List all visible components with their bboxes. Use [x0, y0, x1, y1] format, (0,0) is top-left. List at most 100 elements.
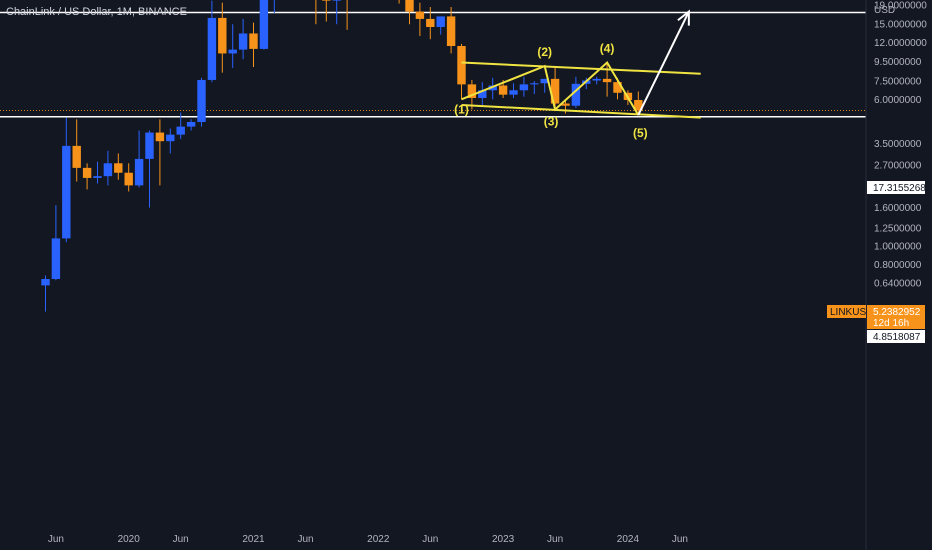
candle	[478, 82, 487, 105]
time-tick-label: 2021	[242, 534, 265, 545]
candle-body	[176, 126, 185, 135]
candle	[540, 78, 549, 93]
time-tick-label: Jun	[48, 534, 64, 545]
candle	[273, 0, 275, 13]
candle-body	[62, 145, 71, 239]
candle-body	[72, 145, 81, 168]
candle	[571, 76, 581, 108]
candle	[602, 62, 612, 97]
time-tick-label: Jun	[672, 534, 688, 545]
candle	[249, 22, 258, 68]
candle	[519, 76, 529, 97]
wave-label: (5)	[633, 126, 648, 140]
wedge-lower-line	[461, 103, 701, 119]
time-tick-label: Jun	[297, 534, 313, 545]
candle	[550, 66, 560, 110]
candle	[134, 130, 144, 188]
candle	[103, 150, 113, 186]
candle	[114, 153, 123, 180]
price-axis[interactable]: 80.000000064.000000048.000000038.0000000…	[874, 0, 927, 289]
candle-body	[249, 33, 258, 49]
time-axis[interactable]: Jun 2020 Jun 2021 Jun 2022 Jun 2023 Jun 2024 Jun	[48, 534, 688, 545]
currency-label: USD	[874, 5, 895, 16]
candle-body	[405, 0, 414, 12]
candle	[315, 0, 317, 25]
current-symbol: LINKUSD	[830, 307, 873, 318]
candle-body	[613, 82, 622, 93]
candle	[238, 18, 248, 60]
price-tick-label: 12.0000000	[874, 38, 927, 49]
candle-body	[561, 103, 570, 106]
candle	[124, 163, 133, 192]
upper-level-price: 17.3155268	[873, 183, 926, 194]
candle	[176, 112, 185, 139]
candle-body	[41, 279, 50, 286]
countdown: 12d 16h	[873, 318, 909, 329]
candle-body	[207, 17, 217, 80]
candle	[332, 0, 341, 25]
candle-body	[498, 85, 508, 95]
candle-body	[322, 0, 331, 1]
price-tick-label: 0.8000000	[874, 260, 922, 271]
candle-body	[238, 33, 248, 50]
candle	[207, 0, 217, 83]
candle-body	[457, 45, 466, 85]
candle-body	[134, 158, 144, 186]
candle-body	[571, 83, 581, 106]
wave-label: (1)	[454, 102, 469, 116]
projection-arrow	[637, 9, 690, 116]
candle-body	[166, 134, 175, 142]
candle-body	[82, 167, 92, 178]
candle-body	[218, 17, 227, 54]
price-tick-label: 1.2500000	[874, 223, 922, 234]
candle	[145, 130, 154, 208]
candle	[446, 7, 456, 54]
candle-body	[426, 18, 435, 27]
candle-body	[467, 84, 477, 98]
candle	[436, 16, 445, 35]
time-tick-label: 2024	[617, 534, 640, 545]
wave-labels: (1) (2) (3) (4) (5)	[454, 42, 647, 141]
candle	[186, 119, 196, 131]
candle	[72, 119, 81, 182]
candle	[155, 119, 165, 186]
candle-body	[103, 163, 113, 177]
arrow-shaft	[637, 11, 690, 116]
time-tick-label: 2020	[118, 534, 141, 545]
candle-body	[114, 163, 123, 173]
candle-body	[259, 0, 269, 49]
candle-body	[634, 100, 643, 111]
price-tick-label: 6.0000000	[874, 95, 922, 106]
candle-body	[550, 78, 560, 104]
candle-body	[540, 78, 549, 84]
candle-body	[436, 16, 445, 27]
candle-body	[155, 132, 165, 142]
current-price: 5.2382952	[873, 307, 921, 318]
candle	[259, 0, 269, 50]
horizontal-levels	[0, 11, 866, 118]
wave-label: (3)	[544, 114, 559, 128]
candle-body	[228, 49, 237, 54]
candle	[62, 117, 71, 243]
candle	[51, 205, 61, 281]
candle-body	[509, 90, 518, 95]
lower-level-tag: 4.8518087	[867, 330, 925, 343]
candle	[197, 77, 206, 127]
candle-body	[124, 172, 133, 186]
candle	[405, 0, 414, 25]
candle	[509, 83, 518, 98]
candle	[457, 43, 466, 100]
candle-body	[592, 78, 601, 81]
candle-body	[332, 0, 341, 1]
candle-body	[145, 132, 154, 159]
price-tick-label: 3.5000000	[874, 139, 922, 150]
candle-body	[446, 16, 456, 46]
candle-body	[197, 79, 206, 123]
candle	[634, 91, 643, 116]
price-tick-label: 7.5000000	[874, 77, 922, 88]
wave-label: (2)	[537, 45, 552, 59]
candlestick-series	[41, 0, 643, 312]
candle-body	[478, 90, 487, 98]
